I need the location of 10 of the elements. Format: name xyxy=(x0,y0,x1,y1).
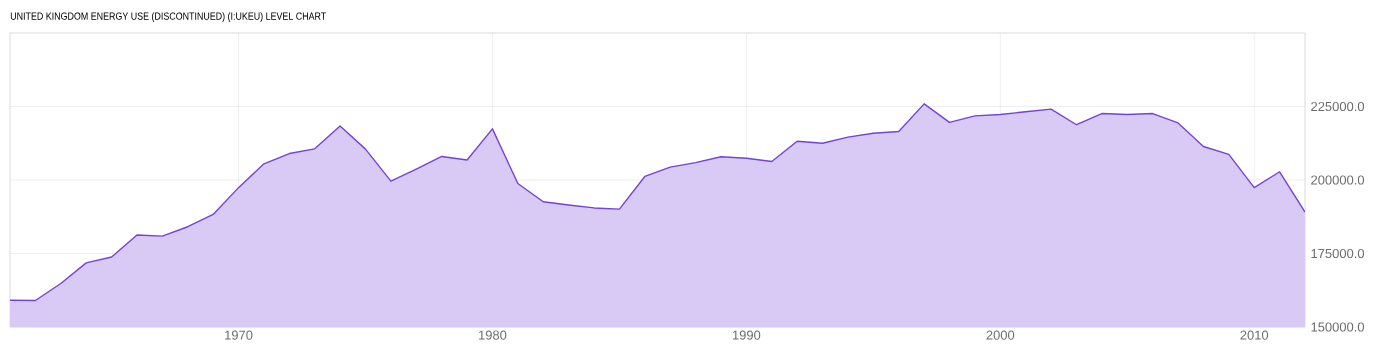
y-tick-label: 175000.0 xyxy=(1311,248,1365,259)
x-tick-label: 1970 xyxy=(225,330,253,340)
x-tick-label: 2010 xyxy=(1240,330,1269,340)
y-tick-label: 200000.0 xyxy=(1311,175,1365,185)
y-tick-label: 225000.0 xyxy=(1311,101,1365,112)
x-tick-label: 1980 xyxy=(479,330,507,340)
chart-title: UNITED KINGDOM ENERGY USE (DISCONTINUED) (I:UKEU) LEVEL CHART xyxy=(10,12,327,22)
x-tick-label: 2000 xyxy=(986,330,1015,340)
x-tick-label: 1990 xyxy=(732,330,761,340)
y-tick-label: 150000.0 xyxy=(1311,322,1365,332)
